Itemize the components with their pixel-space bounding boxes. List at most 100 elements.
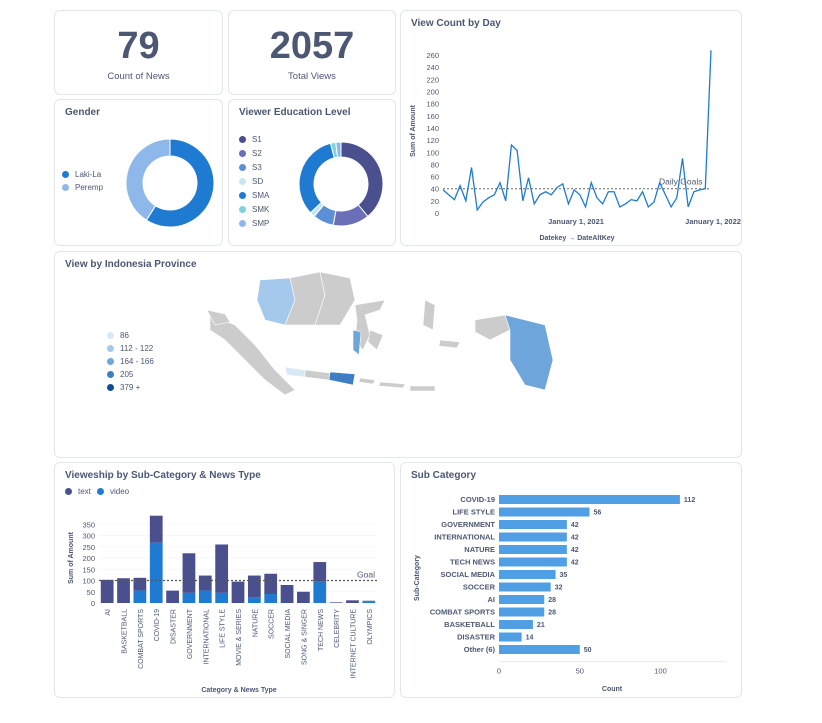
legend-label: text (78, 487, 91, 496)
bar-video (362, 601, 376, 603)
y-tick-label: 0 (91, 599, 95, 608)
bar-value-label: 28 (548, 610, 556, 617)
map-java-west (284, 366, 306, 378)
province-legend-item[interactable]: 86 (107, 331, 129, 340)
education-legend-item[interactable]: SMA (239, 191, 269, 200)
province-map-card[interactable]: View by Indonesia Province 86 112 - 122 16… (54, 251, 742, 458)
view-count-title: View Count by Day (411, 18, 501, 29)
donut-slice[interactable] (125, 138, 171, 221)
y-tick-label: 200 (426, 88, 439, 97)
education-legend-item[interactable]: SD (239, 177, 263, 186)
map-java-east (328, 371, 356, 386)
province-title: View by Indonesia Province (65, 259, 197, 270)
map-maluku2 (438, 339, 461, 349)
x-tick-label: January 1, 2022 (685, 217, 741, 226)
category-label: NATURE (464, 545, 495, 554)
count-of-news-label: Count of News (107, 71, 170, 82)
y-tick-label: 80 (431, 160, 439, 169)
view-count-card[interactable]: View Count by Day 0 20 40 60 80 100 120 140 160 1… (400, 10, 742, 246)
bar-value-label: 42 (571, 547, 579, 554)
province-legend-item[interactable]: 164 - 166 (107, 357, 154, 366)
y-tick-label: 0 (435, 209, 439, 218)
category-label: BASKETBALL (444, 620, 495, 629)
bar (499, 607, 545, 617)
education-legend-label: SMA (252, 191, 270, 200)
bar-video (149, 542, 163, 603)
gender-donut-chart[interactable] (120, 133, 220, 233)
indonesia-map[interactable] (205, 270, 565, 420)
bar-text (215, 544, 229, 593)
y-tick-label: 120 (426, 136, 439, 145)
education-legend-item[interactable]: S3 (239, 163, 262, 172)
donut-slice[interactable] (298, 142, 335, 214)
bar (499, 495, 680, 504)
bar (499, 570, 556, 579)
gender-legend-label: Laki-La (75, 170, 102, 179)
y-tick-label: 200 (82, 554, 95, 563)
bar-text (264, 573, 278, 594)
x-tick-label: MOVIE & SERIES (236, 609, 243, 666)
subcategory-card[interactable]: Sub Category COVID-19 112 LIFE STYLE 56 GOVE… (400, 462, 742, 698)
goal-label: Goal (357, 570, 375, 580)
bar (499, 620, 533, 629)
donut-slice[interactable] (340, 141, 384, 218)
bar-value-label: 32 (555, 585, 563, 592)
x-tick-label: 100 (654, 667, 667, 676)
category-label: INTERNATIONAL (434, 533, 495, 542)
total-views-label: Total Views (288, 71, 336, 82)
map-java-central (304, 369, 331, 381)
viewership-legend-text[interactable]: text (65, 487, 91, 496)
legend-label: video (110, 487, 130, 496)
category-label: TECH NEWS (450, 558, 495, 567)
y-tick-label: 140 (426, 124, 439, 133)
donut-slice[interactable] (145, 138, 215, 228)
bar-text (198, 575, 212, 591)
education-donut-chart[interactable] (291, 134, 391, 234)
bar-text (149, 515, 163, 543)
legend-dot (107, 371, 114, 378)
education-legend-item[interactable]: SMK (239, 205, 269, 214)
legend-dot (239, 178, 246, 185)
map-sulawesi-se (367, 329, 384, 351)
x-tick-label: NATURE (252, 609, 259, 638)
bar (499, 595, 545, 604)
legend-dot (239, 150, 246, 157)
education-card[interactable]: Viewer Education Level S1 S2 S3 SD SMA SMK SMP (228, 99, 396, 246)
gender-title: Gender (65, 107, 101, 118)
education-legend-label: SMK (252, 205, 270, 214)
x-tick-label: 0 (497, 667, 501, 676)
education-legend-label: SMP (252, 219, 270, 228)
legend-dot (107, 384, 114, 391)
bar-video (198, 590, 212, 603)
province-legend-item[interactable]: 205 (107, 370, 133, 379)
education-legend-item[interactable]: SMP (239, 219, 269, 228)
donut-slice[interactable] (335, 141, 342, 158)
x-tick-label: CELEBRITY (334, 609, 341, 648)
province-legend-item[interactable]: 112 - 122 (107, 344, 153, 353)
viewership-bar-chart[interactable]: 0 50 100 150 200 250 300 350 Sum of Amount Catego… (55, 463, 394, 697)
legend-dot (239, 164, 246, 171)
goal-label: Daily Goals (659, 177, 702, 187)
legend-dot (239, 192, 246, 199)
education-legend-label: S3 (252, 163, 262, 172)
bar (499, 532, 567, 542)
y-tick-label: 100 (426, 148, 439, 157)
x-tick-label: BASKETBALL (122, 609, 129, 654)
gender-card[interactable]: Gender Laki-La Peremp (54, 99, 223, 246)
education-legend-item[interactable]: S1 (239, 135, 262, 144)
subcategory-bar-chart[interactable]: COVID-19 112 LIFE STYLE 56 GOVERNMENT 42 INTER… (401, 463, 741, 697)
gender-legend-item[interactable]: Peremp (62, 183, 103, 192)
province-legend-item[interactable]: 379 + (107, 383, 140, 392)
viewership-card[interactable]: Vieweship by Sub-Category & News Type te… (54, 462, 395, 698)
y-tick-label: 240 (426, 63, 439, 72)
education-legend-item[interactable]: S2 (239, 149, 262, 158)
total-views-card[interactable]: 2057 Total Views (228, 10, 396, 95)
gender-legend-item[interactable]: Laki-La (62, 170, 101, 179)
count-of-news-card[interactable]: 79 Count of News (54, 10, 223, 95)
x-tick-label: DISASTER (171, 609, 178, 644)
bar (499, 557, 567, 567)
view-count-line-chart[interactable]: 0 20 40 60 80 100 120 140 160 180 200 220 240 260 Sum … (401, 11, 741, 245)
viewership-legend-video[interactable]: video (97, 487, 129, 496)
map-papua (504, 314, 554, 391)
bar-video (247, 597, 261, 603)
